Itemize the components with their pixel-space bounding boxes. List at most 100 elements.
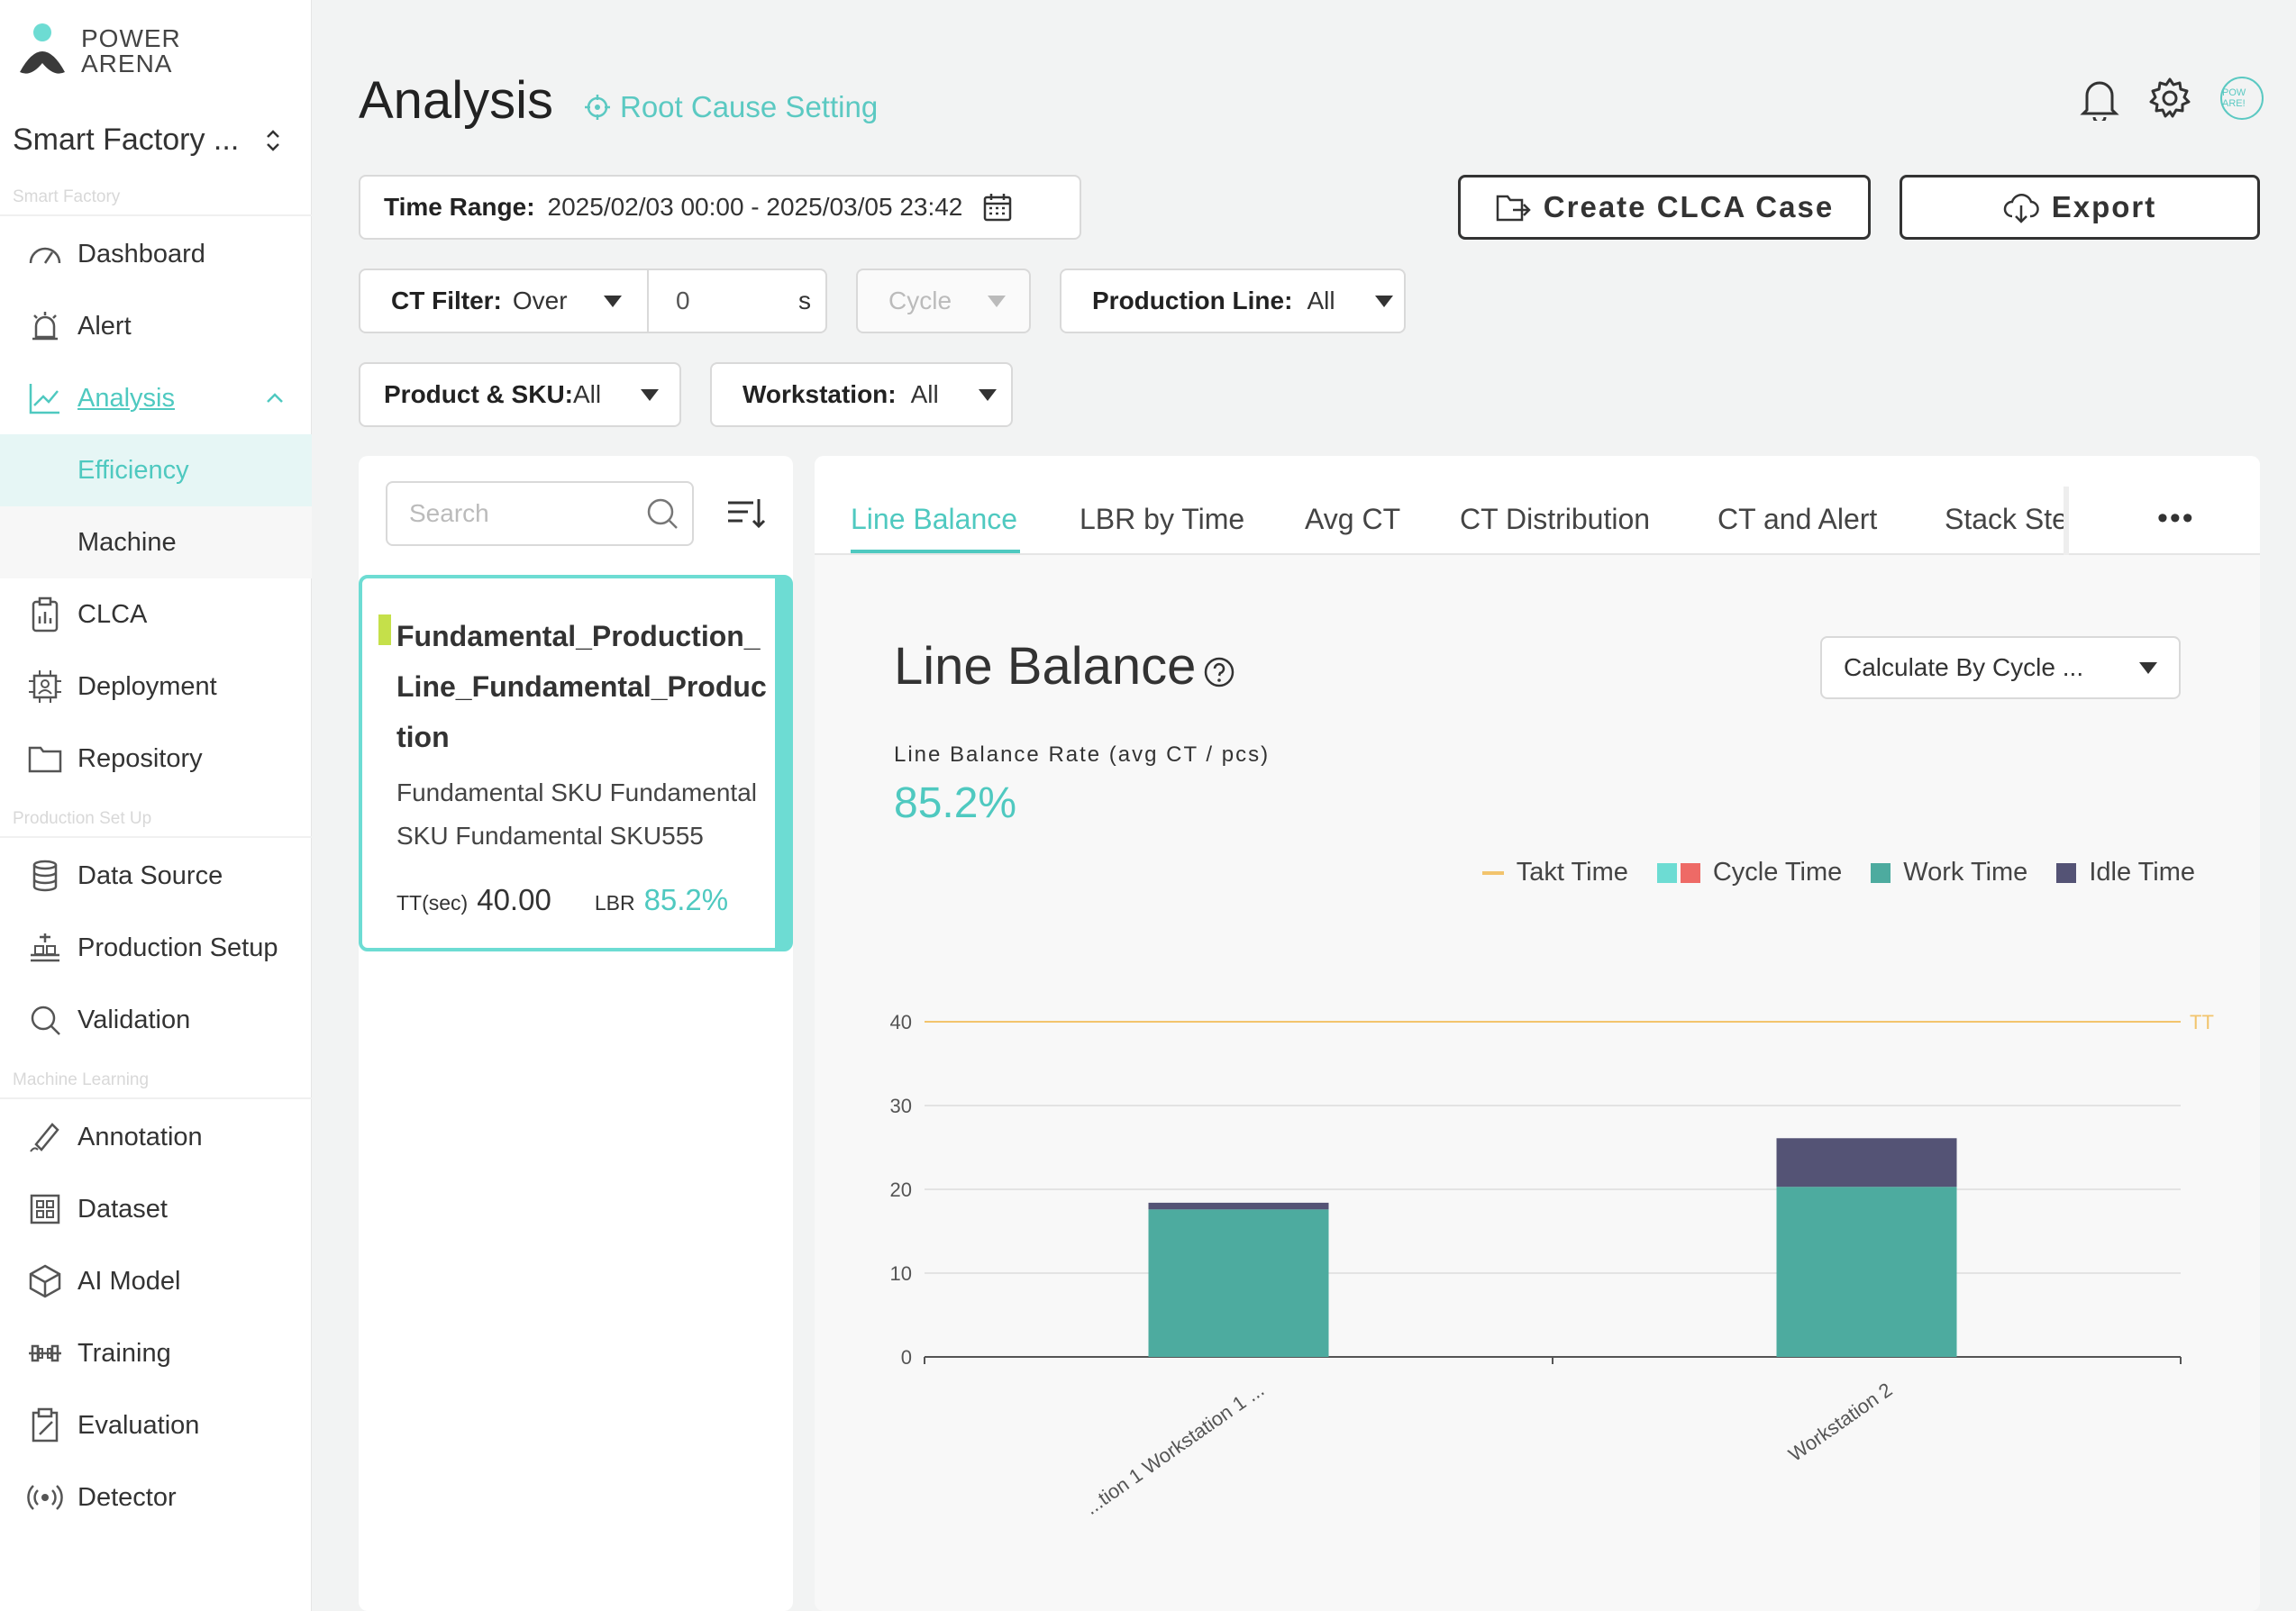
sidebar-item-annotation[interactable]: Annotation [0, 1101, 312, 1173]
legend-work[interactable]: Work Time [1871, 858, 2027, 887]
sidebar-item-label: Repository [77, 743, 203, 773]
bar-idle-time [1148, 1202, 1329, 1210]
sidebar-item-alert[interactable]: Alert [0, 290, 312, 362]
grid-icon [25, 1189, 65, 1229]
legend-takt-swatch [1481, 870, 1504, 875]
sidebar-item-label: Evaluation [77, 1410, 200, 1440]
cube-icon [25, 1261, 65, 1301]
sidebar-item-label: Analysis [77, 383, 175, 413]
tab-lbr-by-time[interactable]: LBR by Time [1080, 503, 1245, 535]
sidebar-item-machine[interactable]: Machine [0, 506, 312, 578]
caret-down-icon [978, 388, 997, 401]
ct-filter-select[interactable]: CT Filter: Over [359, 268, 649, 333]
tab-avg-ct[interactable]: Avg CT [1305, 503, 1401, 535]
legend-takt[interactable]: Takt Time [1481, 858, 1628, 887]
sidebar-item-production-setup[interactable]: Production Setup [0, 912, 312, 984]
ct-filter-value: Over [512, 287, 568, 314]
sidebar-item-clca[interactable]: CLCA [0, 578, 312, 651]
help-icon[interactable] [1203, 656, 1235, 688]
create-clca-label: Create CLCA Case [1543, 190, 1835, 223]
lbr-rate-value: 85.2% [894, 779, 1017, 827]
more-icon[interactable]: ••• [2157, 501, 2195, 535]
conveyor-icon [25, 928, 65, 968]
database-icon [25, 856, 65, 896]
sidebar-item-validation[interactable]: Validation [0, 984, 312, 1056]
sidebar-item-data-source[interactable]: Data Source [0, 840, 312, 912]
root-cause-label: Root Cause Setting [620, 90, 879, 123]
y-tick-label: 20 [890, 1179, 912, 1201]
ct-filter-label: CT Filter: [391, 287, 502, 314]
sidebar-item-label: Detector [77, 1482, 177, 1512]
avatar[interactable]: POW ARE! [2220, 77, 2264, 120]
sidebar-item-label: Dataset [77, 1194, 168, 1224]
gauge-icon [25, 234, 65, 274]
cycle-select[interactable]: Cycle [856, 268, 1031, 333]
search-icon [25, 1000, 65, 1040]
production-line-card[interactable]: Fundamental_Production_Line_Fundamental_… [359, 575, 793, 951]
create-clca-case-button[interactable]: Create CLCA Case [1458, 175, 1871, 240]
sidebar-item-label: Annotation [77, 1122, 203, 1151]
ct-seconds-input[interactable]: 0 s [647, 268, 827, 333]
tab-ct-distribution[interactable]: CT Distribution [1460, 503, 1651, 535]
status-tag [378, 614, 391, 645]
sidebar-item-training[interactable]: Training [0, 1317, 312, 1389]
workstation-value: All [910, 380, 939, 408]
sidebar-item-label: Data Source [77, 860, 223, 890]
sidebar-item-label: Validation [77, 1005, 191, 1034]
tt-value: 40.00 [477, 883, 551, 916]
sidebar-item-dataset[interactable]: Dataset [0, 1173, 312, 1245]
sidebar-item-repository[interactable]: Repository [0, 723, 312, 795]
chart-title: Line Balance [894, 636, 1235, 696]
power-arena-logo-icon [20, 23, 65, 74]
search-input[interactable]: Search [386, 481, 694, 546]
chevron-up-icon [267, 393, 283, 403]
gear-icon[interactable] [2148, 77, 2191, 120]
tab-stack-step[interactable]: Stack Ste [1945, 503, 2067, 535]
legend-work-label: Work Time [1903, 858, 2028, 887]
production-line-select[interactable]: Production Line: All [1060, 268, 1406, 333]
product-sku-select[interactable]: Product & SKU: All [359, 362, 681, 427]
alarm-icon [25, 306, 65, 346]
sidebar-item-label: CLCA [77, 599, 148, 629]
x-tick-label: Workstation 2 [1784, 1379, 1896, 1466]
sidebar-item-detector[interactable]: Detector [0, 1461, 312, 1534]
brand-logo[interactable]: POWER ARENA [18, 22, 181, 81]
sidebar-item-analysis[interactable]: Analysis [0, 362, 312, 434]
legend-cycle-swatch [1656, 862, 1700, 883]
bell-icon[interactable] [2080, 76, 2119, 121]
sidebar-item-label: AI Model [77, 1266, 181, 1296]
tab-line-balance[interactable]: Line Balance [851, 503, 1018, 535]
legend-idle[interactable]: Idle Time [2056, 858, 2195, 887]
sidebar-item-deployment[interactable]: Deployment [0, 651, 312, 723]
caret-down-icon [988, 295, 1007, 307]
time-range-picker[interactable]: Time Range: 2025/02/03 00:00 - 2025/03/0… [359, 175, 1081, 240]
sidebar-item-label: Deployment [77, 671, 217, 701]
search-icon [647, 498, 678, 529]
production-line-list: Search Fundamental_Production_Line_Funda… [359, 456, 793, 1611]
tab-ct-and-alert[interactable]: CT and Alert [1717, 503, 1878, 535]
clipboard-chart-icon [25, 595, 65, 634]
root-cause-setting-link[interactable]: Root Cause Setting [584, 90, 878, 124]
caret-down-icon [641, 388, 660, 401]
workstation-select[interactable]: Workstation: All [710, 362, 1013, 427]
project-name: Smart Factory ... [13, 123, 240, 157]
broadcast-icon [25, 1478, 65, 1517]
legend-cycle[interactable]: Cycle Time [1656, 858, 1842, 887]
sidebar-item-efficiency[interactable]: Efficiency [0, 434, 312, 506]
chart-legend: Takt Time Cycle Time Work Time Idle Time [1481, 858, 2195, 887]
sidebar-item-label: Production Setup [77, 933, 278, 962]
dumbbell-icon [25, 1333, 65, 1373]
sidebar-item-ai-model[interactable]: AI Model [0, 1245, 312, 1317]
sort-icon[interactable] [726, 496, 766, 532]
y-tick-label: 30 [890, 1095, 912, 1117]
ct-unit: s [798, 287, 811, 314]
export-button[interactable]: Export [1900, 175, 2260, 240]
sidebar-item-evaluation[interactable]: Evaluation [0, 1389, 312, 1461]
time-range-label: Time Range: [384, 193, 535, 221]
production-line-value: All [1307, 287, 1335, 314]
calculate-by-select[interactable]: Calculate By Cycle ... [1820, 636, 2181, 699]
sidebar-item-dashboard[interactable]: Dashboard [0, 218, 312, 290]
sidebar-item-label: Alert [77, 311, 132, 341]
divider [0, 1097, 312, 1099]
project-selector[interactable]: Smart Factory ... [13, 123, 283, 158]
